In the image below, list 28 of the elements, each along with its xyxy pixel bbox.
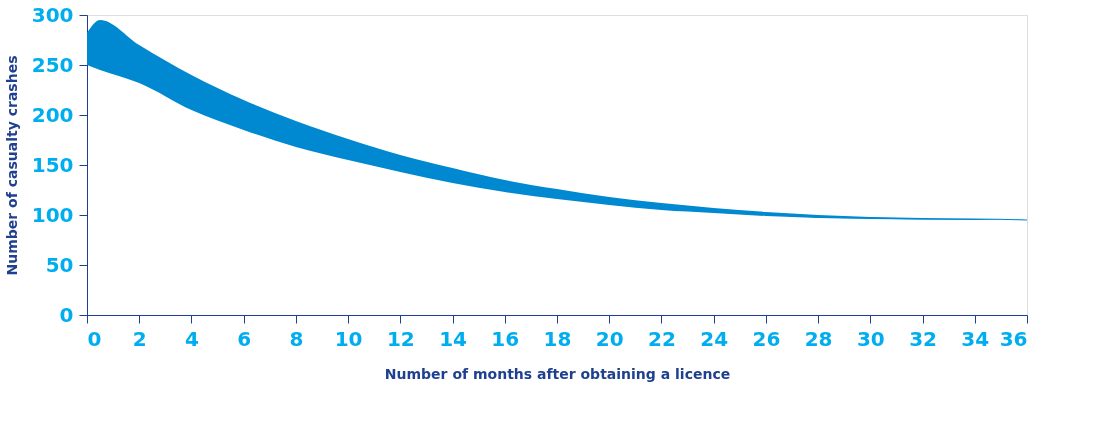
x-tick-label: 24 [700,326,729,351]
y-axis-title: Number of casualty crashes [3,55,20,276]
x-tick-label: 12 [386,326,415,351]
y-tick-label: 50 [45,252,74,277]
x-tick-label: 26 [752,326,781,351]
x-tick-label: 18 [543,326,572,351]
x-tick-label: 30 [856,326,885,351]
x-tick-label: 28 [804,326,833,351]
x-tick-label: 2 [132,326,147,351]
x-tick-label: 0 [87,326,102,351]
y-tick-label: 0 [59,302,74,327]
x-tick-label: 36 [999,326,1028,351]
y-tick-label: 100 [31,202,74,227]
y-tick-label: 250 [31,52,74,77]
x-tick-label: 14 [439,326,467,351]
x-tick-label: 16 [491,326,520,351]
y-tick-label: 300 [31,2,74,27]
x-tick-label: 10 [334,326,363,351]
x-tick-label: 22 [648,326,676,351]
y-tick-label: 150 [31,152,74,177]
x-tick-label: 32 [909,326,937,351]
x-axis-title: Number of months after obtaining a licence [384,365,731,382]
x-tick-label: 4 [184,326,199,351]
x-tick-label: 34 [961,326,990,351]
x-tick-label: 8 [289,326,304,351]
y-tick-label: 200 [31,102,74,127]
x-tick-label: 6 [237,326,252,351]
x-tick-label: 20 [595,326,624,351]
